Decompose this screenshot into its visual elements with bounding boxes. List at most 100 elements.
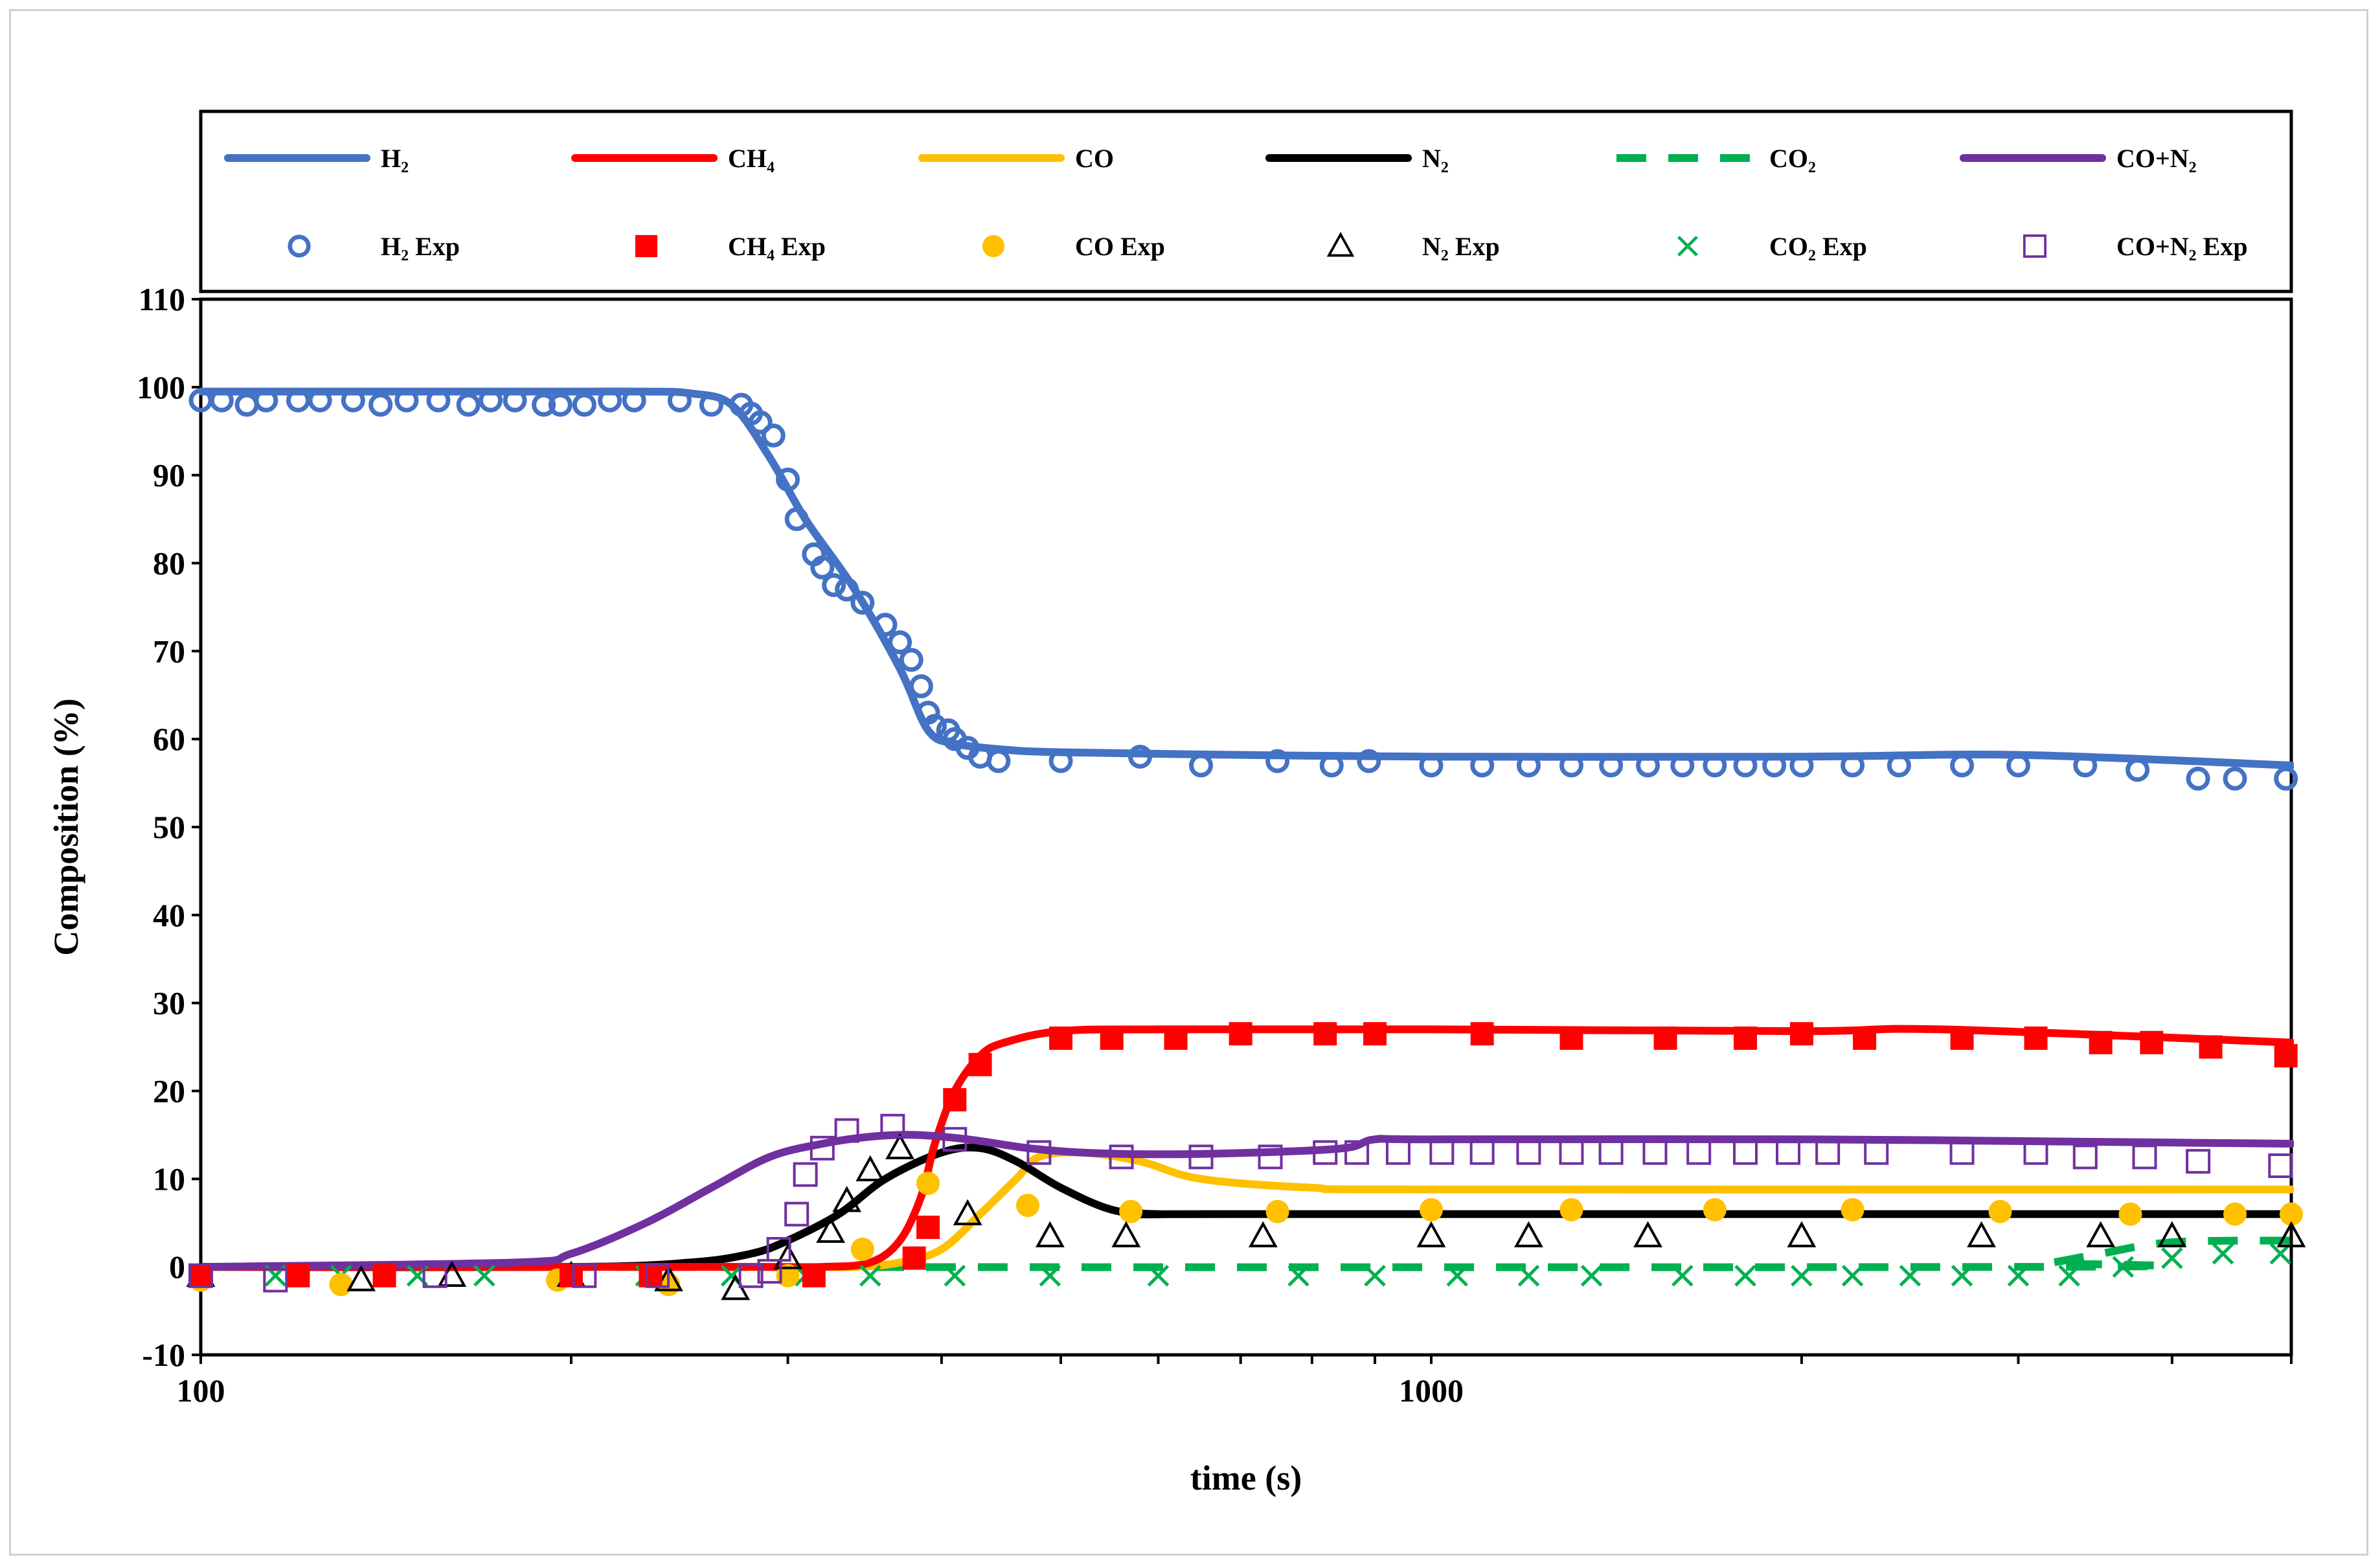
data-point: [822, 573, 846, 597]
data-point: [1988, 1199, 2012, 1223]
data-point: [1899, 1264, 1921, 1287]
data-point: [873, 613, 898, 637]
data-point: [766, 1237, 791, 1262]
figure-frame: [9, 9, 2368, 1556]
data-point: [1967, 1221, 1996, 1247]
data-point: [1670, 753, 1695, 778]
legend-label: N₂: [1422, 144, 1449, 173]
data-point: [308, 388, 332, 413]
data-point: [916, 1172, 940, 1196]
data-point: [2212, 1243, 2234, 1265]
data-point: [784, 1201, 810, 1227]
data-point: [473, 1264, 495, 1287]
data-point: [1559, 753, 1583, 778]
data-point: [1147, 1264, 1170, 1287]
legend-item-n2-exp: N₂ Exp: [1326, 232, 1500, 261]
legend-item-h2-exp: H₂ Exp: [288, 232, 460, 261]
data-point: [254, 388, 278, 413]
data-point: [880, 1113, 905, 1139]
data-point: [1733, 753, 1758, 778]
data-point: [426, 388, 451, 413]
data-point: [810, 555, 835, 580]
legend-item-co-plus-n2-exp: CO+N₂ Exp: [2023, 232, 2248, 261]
data-point: [773, 1243, 802, 1269]
data-point: [835, 577, 859, 602]
data-point: [2006, 753, 2030, 778]
data-point: [1559, 1027, 1583, 1050]
legend-label: CH₄ Exp: [728, 232, 826, 261]
data-point: [923, 714, 947, 738]
series-line-ch4: [199, 1025, 2294, 1271]
data-point: [598, 388, 622, 413]
data-point: [1265, 1199, 1289, 1223]
y-axis-title: Composition (%): [47, 698, 85, 956]
y-tick-label: 40: [153, 897, 185, 933]
data-point: [478, 388, 503, 413]
series-markers-h2-exp: [188, 388, 2298, 791]
data-point: [2268, 1153, 2293, 1178]
data-point: [572, 1263, 597, 1288]
data-point: [559, 1264, 583, 1288]
data-point: [572, 392, 596, 417]
data-point: [2274, 1044, 2298, 1068]
y-tick-label: -10: [142, 1337, 185, 1373]
data-point: [1776, 1140, 1801, 1165]
data-point: [1598, 1140, 1624, 1165]
data-point: [2132, 1144, 2157, 1170]
y-tick-label: 90: [153, 457, 185, 494]
legend-item-co-exp: CO Exp: [982, 232, 1165, 261]
data-point: [2125, 758, 2150, 782]
data-point: [2058, 1264, 2080, 1287]
data-point: [622, 388, 646, 413]
data-point: [1841, 753, 1865, 778]
legend-item-co2-exp: CO₂ Exp: [1677, 232, 1867, 261]
data-point: [653, 1265, 683, 1291]
data-point: [1313, 1140, 1338, 1165]
data-point: [2274, 766, 2298, 791]
y-tick-label: 110: [139, 281, 185, 317]
data-point: [738, 1263, 764, 1288]
data-point: [899, 648, 924, 672]
data-point: [856, 1155, 885, 1181]
data-point: [645, 1263, 670, 1288]
data-point: [346, 1265, 376, 1291]
data-point: [2023, 1140, 2048, 1165]
data-point: [1429, 1140, 1455, 1165]
data-point: [2280, 1202, 2303, 1226]
data-point: [748, 410, 773, 435]
legend-label: H₂ Exp: [381, 232, 460, 261]
data-point: [902, 1246, 926, 1270]
data-point: [1446, 1264, 1468, 1287]
data-point: [1642, 1140, 1668, 1165]
data-point: [986, 749, 1011, 773]
data-point: [916, 1216, 940, 1240]
data-point: [1672, 1264, 1694, 1287]
legend-label: CO Exp: [1075, 232, 1165, 261]
y-tick-label: 10: [153, 1161, 185, 1197]
data-point: [2086, 1221, 2116, 1247]
axes: -10 0 10 20 30 40 50 60 70 80 90 100 110 100 1000: [137, 281, 2293, 1409]
data-point: [1469, 1140, 1495, 1165]
legend-swatch: [2023, 234, 2047, 258]
data-point: [1580, 1264, 1603, 1287]
data-point: [943, 1088, 967, 1112]
data-point: [885, 1133, 914, 1159]
data-point: [1419, 753, 1444, 778]
data-point: [1516, 1140, 1541, 1165]
legend: H₂ CH₄ CO N₂ CO₂ CO+N₂ H₂ Exp CH₄ Exp CO Exp N₂ E…: [224, 144, 2248, 261]
data-point: [1949, 1140, 1975, 1165]
data-point: [1258, 1144, 1283, 1170]
data-point: [2157, 1221, 2187, 1247]
data-point: [1035, 1221, 1065, 1247]
data-point: [1248, 1221, 1278, 1247]
data-point: [1265, 749, 1290, 773]
data-point: [850, 1238, 874, 1261]
data-point: [784, 507, 809, 532]
data-point: [1703, 753, 1727, 778]
data-point: [667, 388, 692, 413]
legend-item-co2: CO₂: [1616, 144, 1816, 173]
data-point: [1470, 753, 1495, 778]
data-point: [850, 591, 875, 615]
data-point: [1887, 753, 1911, 778]
data-point: [532, 392, 556, 417]
